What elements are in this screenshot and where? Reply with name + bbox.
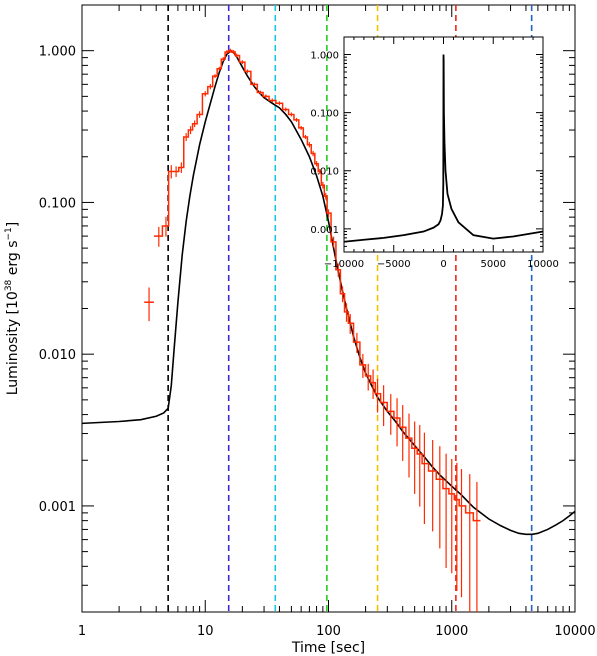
inset-y-tick-label: 0.100	[310, 109, 339, 120]
inset-chart: −10000 −5000 0 5000 10000 0.001 0.010 0.100 1.00…	[310, 36, 559, 270]
y-tick-label: 1.000	[39, 45, 76, 60]
inset-y-tick-label: 1.000	[310, 50, 339, 61]
y-axis-label-middle: erg s	[5, 241, 21, 280]
inset-x-tick-label: −10000	[324, 259, 364, 270]
y-tick-label: 0.010	[39, 348, 76, 363]
inset-y-tick-label: 0.001	[310, 225, 339, 236]
y-axis-label-prefix: Luminosity [10	[5, 291, 21, 395]
inset-x-tick-label: 10000	[527, 259, 559, 270]
x-axis-label: Time [sec]	[291, 640, 365, 656]
x-tick-label: 100	[316, 624, 341, 639]
y-axis-label-exponent-2: −1	[4, 227, 14, 240]
inset-x-tick-label: 5000	[481, 259, 506, 270]
x-tick-label: 10	[197, 624, 214, 639]
x-tick-label: 10000	[554, 624, 595, 639]
y-axis-label-suffix: ]	[5, 222, 21, 227]
x-tick-label: 1000	[435, 624, 468, 639]
axis-ticks: 1 10 100 1000 10000 0.001 0.010 0.100 1.000	[39, 4, 596, 639]
inset-data-series	[343, 54, 544, 243]
inset-y-tick-label: 0.010	[310, 167, 339, 178]
inset-x-tick-label: 0	[440, 259, 446, 270]
y-axis-label: Luminosity [1038 erg s−1]	[4, 222, 21, 396]
x-tick-label: 1	[78, 624, 86, 639]
observed-luminosity-histogram	[153, 49, 481, 522]
y-axis-label-exponent-1: 38	[4, 279, 14, 291]
data-series	[81, 48, 576, 612]
inset-luminosity-curve	[343, 54, 544, 243]
inset-axis-ticks: −10000 −5000 0 5000 10000 0.001 0.010 0.100 1.00…	[310, 36, 559, 270]
y-tick-label: 0.001	[39, 500, 76, 515]
y-tick-label: 0.100	[39, 196, 76, 211]
inset-x-tick-label: −5000	[377, 259, 411, 270]
model-luminosity-curve	[81, 50, 576, 536]
